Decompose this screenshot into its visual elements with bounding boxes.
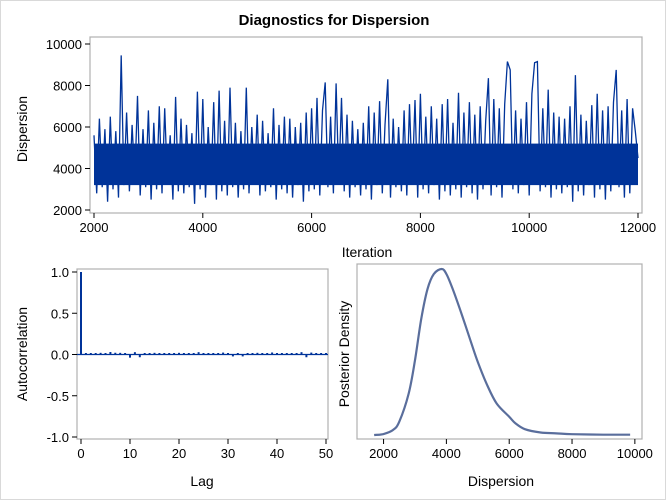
trace-xtick-label: 10000: [511, 220, 547, 235]
acf-xtick-label: 10: [123, 446, 137, 461]
acf-ytick-label: 0.5: [51, 306, 69, 321]
trace-xtick-label: 6000: [297, 220, 326, 235]
acf-xtick-label: 40: [270, 446, 284, 461]
acf-xlabel: Lag: [190, 473, 213, 489]
acf-xtick-label: 0: [77, 446, 84, 461]
acf-ytick-label: -1.0: [47, 430, 69, 445]
trace-frame: [89, 36, 643, 214]
density-xlabel: Dispersion: [468, 473, 534, 489]
trace-xtick-label: 12000: [620, 220, 656, 235]
trace-dense-band: [94, 143, 638, 186]
trace-ytick-label: 8000: [53, 79, 82, 94]
density-ylabel: Posterior Density: [336, 301, 352, 408]
density-xtick-label: 4000: [432, 446, 461, 461]
trace-ytick-label: 2000: [53, 203, 82, 218]
acf-ytick-label: -0.5: [47, 389, 69, 404]
density-curve: [374, 267, 631, 437]
density-xtick-label: 6000: [495, 446, 524, 461]
acf-xtick-label: 20: [172, 446, 186, 461]
trace-ylabel: Dispersion: [14, 96, 30, 162]
chart-title: Diagnostics for Dispersion: [239, 12, 430, 29]
acf-ytick-label: 1.0: [51, 265, 69, 280]
acf-xtick-label: 30: [221, 446, 235, 461]
trace-series: [93, 55, 639, 204]
trace-ytick-label: 10000: [46, 37, 82, 52]
acf-ytick-label: 0.0: [51, 348, 69, 363]
acf-ylabel: Autocorrelation: [14, 307, 30, 401]
trace-xtick-label: 8000: [406, 220, 435, 235]
trace-ytick-label: 6000: [53, 120, 82, 135]
density-frame: [356, 263, 643, 440]
density-xtick-label: 2000: [369, 446, 398, 461]
acf-xtick-label: 50: [319, 446, 333, 461]
trace-xtick-label: 2000: [80, 220, 109, 235]
trace-xtick-label: 4000: [188, 220, 217, 235]
trace-xlabel: Iteration: [342, 244, 393, 260]
trace-ytick-label: 4000: [53, 162, 82, 177]
density-xtick-label: 8000: [558, 446, 587, 461]
density-xtick-label: 10000: [617, 446, 653, 461]
